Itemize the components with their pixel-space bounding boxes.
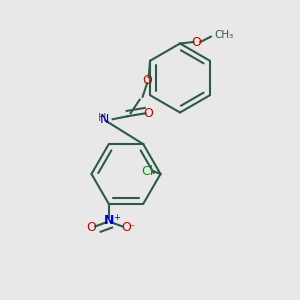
Text: Cl: Cl [141,164,153,178]
Text: O: O [87,221,97,234]
Text: N: N [103,214,114,227]
Text: CH₃: CH₃ [214,30,233,40]
Text: O: O [121,221,131,234]
Text: H: H [98,113,106,123]
Text: O: O [144,107,154,120]
Text: +: + [113,213,120,222]
Text: N: N [100,113,110,126]
Text: ⁻: ⁻ [130,223,135,233]
Text: O: O [192,35,201,49]
Text: O: O [142,74,152,87]
